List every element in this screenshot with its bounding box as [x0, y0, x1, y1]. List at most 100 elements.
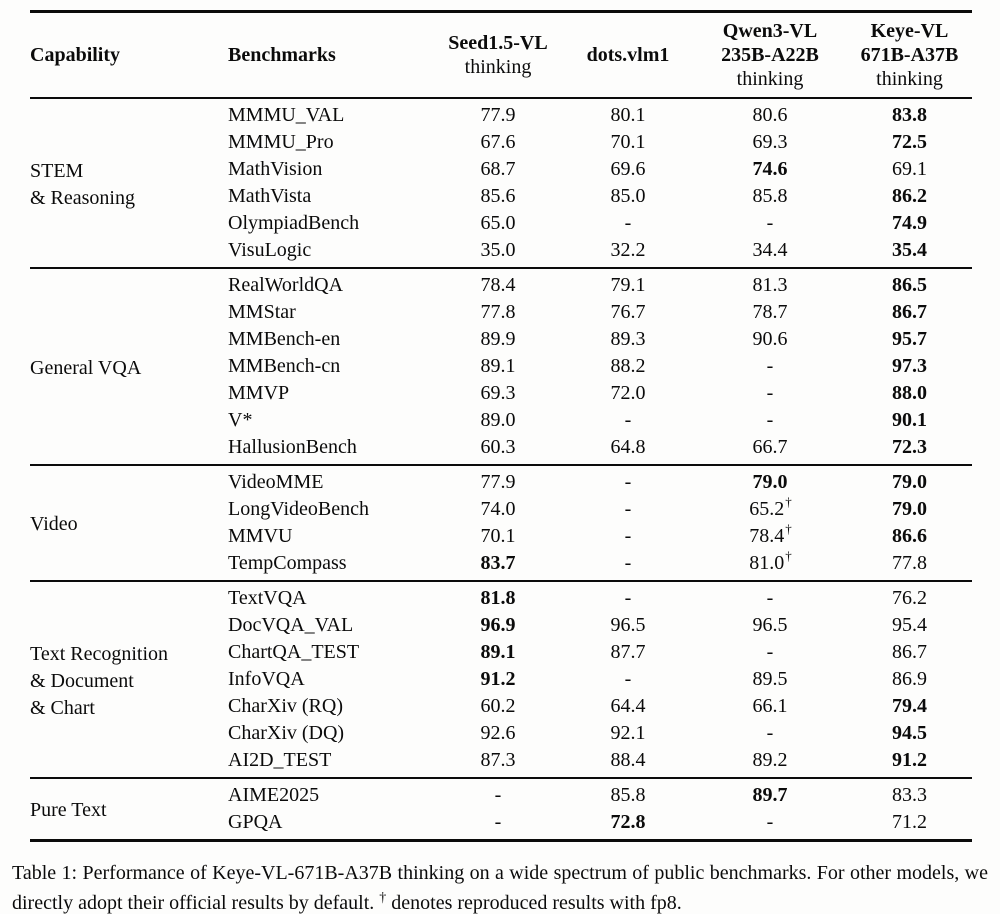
value-text: 87.7	[610, 641, 646, 663]
model-name-line: 671B-A37B	[860, 44, 959, 66]
value-cell: 81.8	[433, 580, 563, 612]
value-text: -	[766, 722, 774, 744]
value-text: 96.5	[610, 614, 646, 636]
value-text: 64.8	[610, 436, 646, 458]
caption-text-after: denotes reproduced results with fp8.	[386, 891, 682, 914]
value-text: 65.0	[480, 212, 516, 234]
value-cell: -	[563, 523, 693, 550]
value-text: 77.9	[480, 471, 516, 493]
value-text: 81.3	[752, 274, 788, 296]
value-cell: 69.6	[563, 156, 693, 183]
value-text: 79.0	[752, 471, 788, 493]
value-text: 78.7	[752, 301, 788, 323]
model-suffix-label: thinking	[876, 68, 943, 90]
value-cell: -	[693, 720, 847, 747]
benchmark-cell: MMBench-cn	[228, 355, 341, 377]
value-text: 87.3	[480, 749, 516, 771]
benchmark-cell: RealWorldQA	[228, 267, 433, 299]
benchmark-cell: MMBench-en	[228, 328, 341, 350]
value-cell: 79.0	[693, 464, 847, 496]
value-cell: 85.8	[693, 183, 847, 210]
value-text: 72.5	[892, 131, 927, 153]
value-cell: 88.4	[563, 747, 693, 778]
value-cell: 79.0	[847, 464, 972, 496]
dagger-superscript: †	[785, 494, 792, 510]
benchmark-cell: TempCompass	[228, 552, 347, 574]
value-text: 34.4	[752, 239, 788, 261]
value-text: 85.6	[480, 185, 516, 207]
value-cell: 88.0	[847, 380, 972, 407]
value-cell: -	[563, 407, 693, 434]
value-text: 69.3	[752, 131, 788, 153]
table-section: STEM & Reasoning MMMU_VAL 77.9 80.1 80.6 83.8 M…	[30, 97, 972, 268]
capability-cell: Pure Text	[30, 777, 228, 841]
capability-line: Text Recognition	[30, 642, 169, 665]
table-row: General VQA RealWorldQA 78.4 79.1 81.3 86.5	[30, 267, 972, 465]
value-cell: 94.5	[847, 720, 972, 747]
value-cell: 89.1	[433, 639, 563, 666]
table-section: Video VideoMME 77.9-79.0 79.0 LongVideoBench…	[30, 464, 972, 581]
value-text: 89.2	[752, 749, 788, 771]
caption-text-before: Table 1: Performance of Keye-VL-671B-A37…	[12, 862, 988, 914]
benchmark-cell: AI2D_TEST	[228, 749, 332, 771]
benchmark-table: Capability Benchmarks Seed1.5-VL thinking…	[30, 10, 972, 842]
benchmark-cell: DocVQA_VAL	[228, 614, 354, 636]
value-text: 76.2	[892, 587, 927, 609]
table-row: MathVision 68.7 69.6 74.6 69.1	[30, 156, 972, 183]
value-text: 81.8	[480, 587, 516, 609]
value-cell: -	[693, 809, 847, 841]
value-text: 86.7	[892, 641, 927, 663]
column-header-model: Qwen3-VL 235B-A22B thinking	[693, 11, 847, 99]
capability-line: & Reasoning	[30, 186, 135, 209]
value-cell: 83.3	[847, 777, 972, 809]
value-text: 86.2	[892, 185, 927, 207]
table-row: GPQA - 72.8 - 71.2	[30, 809, 972, 841]
value-cell: 80.6	[693, 97, 847, 129]
column-header-model: Seed1.5-VL thinking	[433, 11, 563, 99]
table-section: Pure Text AIME2025 - 85.8 89.7 83.3 GPQA - 72.8 -…	[30, 777, 972, 841]
value-cell: 96.5	[693, 612, 847, 639]
table-header: Capability Benchmarks Seed1.5-VL thinking…	[30, 11, 972, 99]
table-row: MathVista 85.6 85.0 85.8 86.2	[30, 183, 972, 210]
capability-cell: General VQA	[30, 267, 228, 465]
value-text: 72.3	[892, 436, 927, 458]
value-cell: 79.1	[563, 267, 693, 299]
capability-line: General VQA	[30, 356, 142, 379]
value-text: 89.7	[752, 784, 788, 806]
value-text: 83.3	[892, 784, 927, 806]
value-text: -	[624, 409, 632, 431]
value-cell: 64.8	[563, 434, 693, 465]
value-text: 60.2	[480, 695, 516, 717]
benchmark-cell: AIME2025	[228, 777, 433, 809]
value-text: 89.1	[480, 641, 516, 663]
benchmark-cell: OlympiadBench	[228, 212, 360, 234]
value-text: -	[494, 784, 502, 806]
value-text: 91.2	[892, 749, 927, 771]
value-cell: -	[563, 666, 693, 693]
value-text: 83.8	[892, 104, 927, 126]
benchmark-cell: V*	[228, 409, 253, 431]
table-row: InfoVQA 91.2 - 89.5 86.9	[30, 666, 972, 693]
value-text: -	[494, 811, 502, 833]
benchmark-cell: VisuLogic	[228, 239, 312, 261]
benchmark-cell: HallusionBench	[228, 436, 357, 458]
value-text: 35.0	[480, 239, 516, 261]
value-text: -	[766, 811, 774, 833]
value-text: 86.9	[892, 668, 927, 690]
value-cell: 71.2	[847, 809, 972, 841]
capability-line: & Document	[30, 669, 134, 692]
value-cell: 76.2	[847, 580, 972, 612]
value-cell: 86.7	[847, 299, 972, 326]
value-cell: 95.4	[847, 612, 972, 639]
value-text: 91.2	[480, 668, 516, 690]
value-text: 89.9	[480, 328, 516, 350]
value-text: 79.4	[892, 695, 927, 717]
table-row: MMStar 77.8 76.7 78.7 86.7	[30, 299, 972, 326]
value-cell: 89.5	[693, 666, 847, 693]
value-text: 96.9	[480, 614, 516, 636]
benchmark-cell: MMMU_Pro	[228, 131, 334, 153]
value-text: 89.3	[610, 328, 646, 350]
benchmark-cell: MMVP	[228, 382, 290, 404]
value-text: -	[766, 641, 774, 663]
value-cell: -	[693, 580, 847, 612]
